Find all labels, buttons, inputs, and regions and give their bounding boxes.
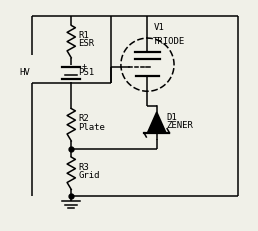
- Text: R2: R2: [78, 115, 89, 123]
- Text: D1: D1: [166, 113, 177, 122]
- Polygon shape: [148, 112, 166, 133]
- Text: R1: R1: [78, 31, 89, 40]
- Text: +: +: [82, 62, 87, 71]
- Text: Grid: Grid: [78, 171, 100, 180]
- Text: PS1: PS1: [78, 68, 94, 77]
- Text: R3: R3: [78, 163, 89, 172]
- Text: ZENER: ZENER: [166, 122, 193, 130]
- Text: HV: HV: [19, 68, 30, 77]
- Text: ESR: ESR: [78, 40, 94, 48]
- Text: Plate: Plate: [78, 123, 105, 131]
- Text: TRIODE: TRIODE: [153, 37, 186, 46]
- Text: V1: V1: [153, 23, 164, 32]
